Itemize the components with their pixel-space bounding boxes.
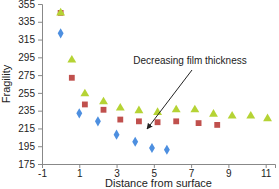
point xyxy=(116,103,125,111)
y-tick-mark xyxy=(38,111,42,112)
marks xyxy=(56,8,272,155)
y-tick: 295 xyxy=(18,52,42,63)
y-tick: 175 xyxy=(18,159,42,170)
y-tick-label: 215 xyxy=(18,123,35,134)
point xyxy=(99,97,108,105)
x-tick-label: 9 xyxy=(226,168,232,179)
x-axis-title: Distance from surface xyxy=(105,177,212,189)
point xyxy=(173,118,179,124)
y-tick: 315 xyxy=(18,34,42,45)
y-axis: 175 195 215 235 255 275 295 315 335 355 xyxy=(18,0,42,170)
point xyxy=(69,75,75,81)
y-tick-label: 195 xyxy=(18,141,35,152)
y-axis-line xyxy=(38,5,43,165)
annotation: Decreasing film thickness xyxy=(133,55,246,66)
point xyxy=(164,145,170,155)
x-tick: 1 xyxy=(77,164,83,179)
y-tick-label: 175 xyxy=(18,159,35,170)
y-tick-mark xyxy=(38,75,42,76)
point xyxy=(196,120,202,126)
y-tick-label: 295 xyxy=(18,52,35,63)
y-tick-mark xyxy=(38,146,42,147)
point xyxy=(149,143,155,153)
point xyxy=(228,111,237,119)
x-tick-label: 11 xyxy=(261,168,272,179)
y-tick-mark xyxy=(38,40,42,41)
y-tick-mark xyxy=(38,22,42,23)
point xyxy=(190,105,199,113)
x-tick-label: 1 xyxy=(77,168,83,179)
point xyxy=(136,118,142,124)
point xyxy=(246,111,255,119)
y-tick-mark xyxy=(38,93,42,94)
point xyxy=(155,119,161,125)
y-tick: 235 xyxy=(18,105,42,116)
point xyxy=(172,105,181,113)
x-tick-label: -1 xyxy=(38,168,47,179)
y-tick: 215 xyxy=(18,123,42,134)
y-tick-mark xyxy=(38,4,42,5)
point xyxy=(82,102,88,108)
series xyxy=(58,28,170,155)
y-tick: 335 xyxy=(18,16,42,27)
y-tick: 255 xyxy=(18,88,42,99)
y-tick: 355 xyxy=(18,0,42,10)
y-axis-title: Fragility xyxy=(0,64,12,103)
x-tick: 9 xyxy=(226,164,232,179)
series xyxy=(58,10,220,128)
y-tick-label: 335 xyxy=(18,16,35,27)
plot: -11357911175195215235255275295315335355 xyxy=(18,0,275,179)
point xyxy=(80,89,89,97)
y-tick-label: 275 xyxy=(18,70,35,81)
y-tick-label: 255 xyxy=(18,88,35,99)
y-tick-mark xyxy=(38,164,42,165)
point xyxy=(132,137,138,147)
point xyxy=(117,117,123,123)
y-tick: 275 xyxy=(18,70,42,81)
annotation-arrow xyxy=(147,70,192,129)
point xyxy=(101,107,107,113)
y-tick-label: 315 xyxy=(18,34,35,45)
point xyxy=(58,28,64,38)
point xyxy=(209,109,218,117)
point xyxy=(134,106,143,114)
chart: -11357911175195215235255275295315335355D… xyxy=(0,0,279,189)
point xyxy=(67,55,76,63)
y-tick-label: 355 xyxy=(18,0,35,10)
point xyxy=(76,108,82,118)
point xyxy=(56,8,65,16)
point xyxy=(114,130,120,140)
x-tick: 11 xyxy=(261,164,272,179)
point xyxy=(263,114,272,122)
series xyxy=(56,8,272,121)
y-tick: 195 xyxy=(18,141,42,152)
point xyxy=(95,116,101,126)
y-tick-mark xyxy=(38,128,42,129)
y-tick-label: 235 xyxy=(18,105,35,116)
y-tick-mark xyxy=(38,57,42,58)
point xyxy=(214,122,220,128)
x-tick: -1 xyxy=(38,164,47,179)
